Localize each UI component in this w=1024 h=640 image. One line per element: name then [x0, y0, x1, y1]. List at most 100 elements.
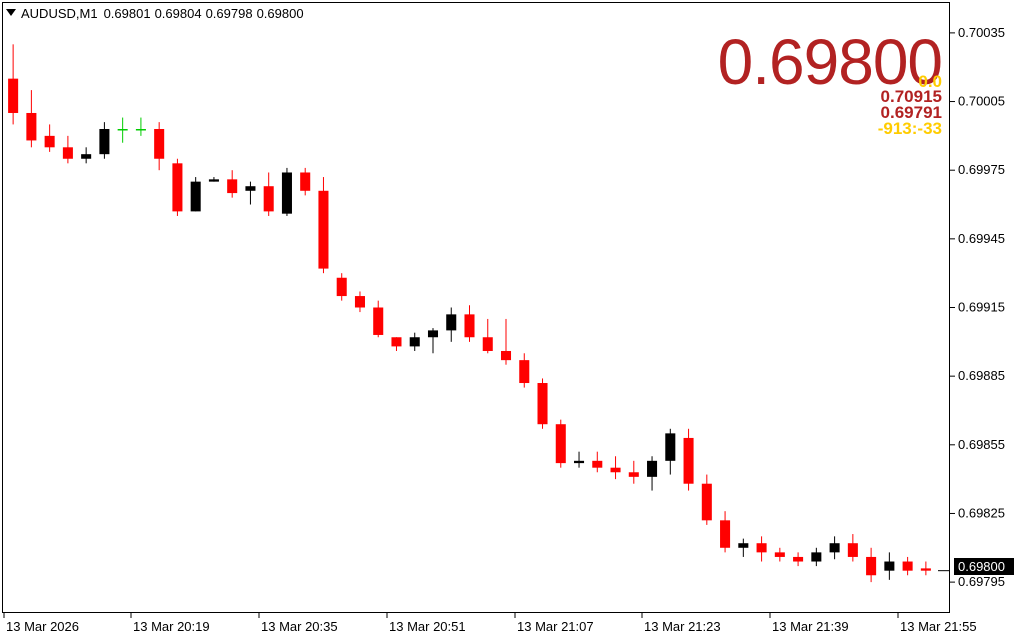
candle: [62, 135, 73, 164]
candle-body: [99, 129, 110, 155]
candle: [135, 117, 146, 136]
candle: [172, 158, 183, 216]
candle: [811, 547, 822, 567]
candle: [920, 561, 931, 576]
y-tick-label: 0.69915: [958, 300, 1005, 315]
candle: [610, 456, 621, 480]
overlay-spread-value: -913:-33: [877, 119, 942, 138]
candle-body: [683, 437, 694, 484]
candle-body: [117, 129, 128, 131]
candle-body: [62, 147, 73, 159]
candle: [628, 460, 639, 484]
candle: [44, 124, 55, 152]
y-tick-label: 0.70005: [958, 94, 1005, 109]
candle: [464, 305, 475, 342]
dropdown-triangle-icon[interactable]: [6, 9, 16, 16]
candle: [793, 552, 804, 567]
candle: [245, 181, 256, 205]
current-price-tag: 0.69800: [954, 558, 1014, 575]
candle-body: [482, 337, 493, 351]
candle: [829, 536, 840, 560]
candle-body: [44, 135, 55, 148]
candle-body: [190, 181, 201, 212]
candle: [738, 538, 749, 557]
candle-body: [373, 307, 384, 335]
x-tick-label: 13 Mar 20:51: [389, 619, 466, 634]
candle: [665, 428, 676, 475]
y-tick-label: 0.69885: [958, 368, 1005, 383]
open-value: 0.69801: [103, 6, 151, 21]
candle: [391, 337, 402, 351]
candle-body: [628, 472, 639, 477]
candle-body: [135, 129, 146, 131]
x-tick-label: 13 Mar 21:39: [772, 619, 849, 634]
candle-body: [464, 314, 475, 338]
x-tick-label: 13 Mar 20:35: [261, 619, 338, 634]
candle-body: [738, 543, 749, 548]
candle-body: [811, 552, 822, 562]
candle: [756, 536, 767, 562]
x-tick-label: 13 Mar 21:55: [900, 619, 977, 634]
candle: [318, 177, 329, 274]
candle-body: [720, 520, 731, 548]
candle-body: [920, 568, 931, 571]
candle: [500, 318, 512, 365]
candle-body: [500, 350, 512, 361]
low-value: 0.69798: [205, 6, 253, 21]
candle-body: [172, 163, 183, 212]
candle-body: [409, 337, 420, 347]
candle-body: [866, 556, 877, 576]
y-tick-label: 0.69975: [958, 162, 1005, 177]
candle: [281, 167, 292, 216]
y-tick-label: 0.69945: [958, 231, 1005, 246]
candle: [208, 177, 219, 182]
candle: [555, 419, 566, 468]
candle: [866, 547, 877, 583]
candle: [446, 307, 457, 342]
candle: [336, 273, 347, 301]
candle: [26, 90, 37, 148]
candle-body: [81, 154, 92, 159]
big-price-display: 0.69800: [717, 26, 943, 98]
candle-body: [26, 112, 37, 141]
candle: [427, 328, 439, 354]
candle-body: [446, 314, 457, 331]
candle-body: [665, 433, 676, 461]
chart-area[interactable]: [2, 2, 950, 613]
candle-body: [427, 330, 439, 338]
x-tick-label: 13 Mar 20:19: [133, 619, 210, 634]
candle: [537, 378, 548, 429]
candle-body: [154, 129, 165, 159]
candle: [884, 552, 895, 580]
candle-body: [537, 383, 548, 425]
candle: [227, 170, 238, 198]
overlay-low-value: 0.69791: [880, 103, 942, 122]
candle-body: [902, 561, 913, 571]
overlay-zero-value: 0.0: [918, 72, 942, 91]
candle: [519, 353, 530, 388]
candle-body: [263, 186, 274, 212]
candle-body: [281, 172, 292, 214]
candle: [774, 547, 785, 562]
candle-body: [574, 460, 585, 464]
candle: [574, 451, 585, 468]
candle-body: [610, 467, 621, 473]
candle: [701, 474, 712, 525]
candle-body: [336, 277, 347, 297]
x-tick-label: 13 Mar 2026: [6, 619, 79, 634]
candle: [902, 556, 913, 576]
candle-body: [354, 296, 365, 308]
candle-body: [519, 360, 530, 384]
candle-body: [555, 424, 566, 464]
candle-body: [391, 337, 402, 347]
candle-body: [245, 186, 256, 191]
candle: [354, 291, 365, 313]
chart-header: AUDUSD,M1 0.69801 0.69804 0.69798 0.69800: [6, 6, 308, 21]
candle-body: [756, 543, 767, 553]
candle-body: [318, 190, 329, 269]
candle: [847, 534, 858, 562]
candle: [263, 172, 274, 216]
candle-body: [884, 561, 895, 571]
candle-body: [847, 543, 858, 557]
